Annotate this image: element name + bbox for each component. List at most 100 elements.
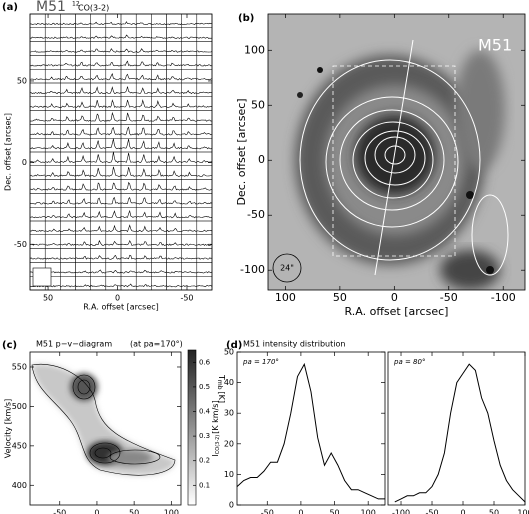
- x-tick-label: 0: [115, 294, 120, 303]
- spectrum: [105, 72, 122, 81]
- spectrum-cell: [196, 220, 213, 236]
- spectrum: [105, 182, 122, 191]
- spectrum: [166, 89, 182, 94]
- spectrum: [105, 62, 122, 67]
- y-axis-label: ICO(3-2) [K km/s]: [211, 400, 221, 456]
- spectrum: [166, 212, 182, 219]
- spectrum-cell: [44, 82, 61, 98]
- spectrum-cell: [105, 82, 122, 98]
- spectrum-cell: [135, 276, 152, 291]
- spectrum-cell: [181, 41, 198, 56]
- spectrum-cell: [181, 13, 198, 29]
- spectrum-cell: [60, 110, 76, 125]
- spectrum: [120, 86, 137, 94]
- spectrum: [181, 117, 197, 122]
- x-tick-label: -100: [392, 509, 410, 514]
- spectrum-cell: [166, 165, 182, 180]
- spectrum-cell: [166, 276, 182, 291]
- x-tick-label: -50: [425, 509, 438, 514]
- ylabel-sub: CO(3-2): [215, 435, 221, 455]
- spectrum-cell: [105, 179, 122, 194]
- spectrum-cell: [60, 234, 76, 249]
- spectrum-cell: [120, 27, 137, 42]
- spectrum: [135, 211, 152, 219]
- y-tick-label: 0: [229, 501, 234, 510]
- spectrum-cell: [75, 96, 91, 111]
- spectrum-cell: [120, 193, 137, 208]
- spectrum: [75, 115, 91, 122]
- spectrum-cell: [90, 13, 107, 29]
- spectrum: [60, 22, 76, 25]
- spectrum: [60, 171, 76, 177]
- spectrum: [151, 169, 167, 177]
- spectrum-cell: [29, 55, 46, 70]
- spectrum: [75, 241, 91, 246]
- spectrum-cell: [44, 96, 61, 111]
- spectrum: [90, 182, 107, 191]
- spectrum: [45, 171, 61, 177]
- spectrum: [181, 131, 197, 136]
- axes-frame: [236, 351, 386, 506]
- spectrum-cell: [90, 68, 107, 84]
- spectrum-cell: [151, 55, 167, 70]
- spectrum: [30, 216, 46, 219]
- spectrum: [45, 117, 61, 122]
- spectrum: [196, 215, 213, 219]
- spectrum-cell: [135, 68, 152, 84]
- spectrum-cell: [181, 82, 198, 98]
- spectrum: [120, 224, 137, 233]
- spectrum: [105, 284, 122, 287]
- spectrum-cell: [44, 234, 61, 249]
- spectrum: [105, 35, 122, 39]
- spectrum-cell: [135, 193, 152, 208]
- spectrum: [120, 209, 137, 219]
- spectrum: [196, 285, 213, 288]
- spectrum: [60, 228, 76, 232]
- spectrum-cell: [60, 13, 76, 29]
- spectrum: [196, 36, 213, 39]
- spectrum-cell: [151, 13, 167, 29]
- spectrum-cell: [196, 13, 213, 29]
- spectrum: [75, 227, 91, 232]
- spectrum: [166, 62, 182, 67]
- spectrum: [181, 257, 197, 260]
- spectrum-cell: [75, 68, 91, 84]
- spectrum: [120, 60, 137, 67]
- spectrum-cell: [75, 151, 91, 167]
- x-tick-label: 50: [329, 509, 339, 514]
- spectrum: [120, 21, 137, 25]
- spectrum-cell: [29, 165, 46, 180]
- spectrum: [136, 87, 152, 94]
- spectrum: [196, 78, 213, 81]
- spectrum: [60, 199, 76, 205]
- y-tick-label: 20: [224, 439, 234, 448]
- axes-frame: [267, 13, 526, 291]
- spectrum-cell: [29, 234, 46, 249]
- spectrum-cell: [90, 151, 107, 167]
- spectrum: [29, 257, 46, 260]
- spectrum-cell: [151, 234, 167, 249]
- spectrum: [120, 112, 137, 122]
- spectrum-cell: [44, 124, 61, 139]
- spectrum-cell: [29, 193, 46, 208]
- spectrum: [196, 119, 213, 122]
- spectrum: [151, 141, 167, 150]
- spectrum: [90, 284, 106, 288]
- spectrum: [45, 22, 61, 25]
- spectrum-cell: [135, 165, 152, 180]
- spectrum: [29, 36, 46, 39]
- y-tick-label: 0: [22, 158, 27, 167]
- beam-label: 24": [280, 264, 294, 273]
- spectrum: [45, 285, 61, 288]
- spectrum-cell: [196, 262, 213, 277]
- x-tick-label: 50: [43, 294, 53, 303]
- spectrum-cell: [151, 137, 167, 153]
- y-tick-label: 500: [12, 402, 27, 411]
- spectrum: [105, 21, 122, 25]
- spectrum-cell: [196, 137, 213, 153]
- spectrum-cell: [135, 151, 152, 167]
- spectrum-cell: [44, 55, 61, 70]
- spectrum: [151, 62, 167, 67]
- spectrum: [120, 99, 137, 108]
